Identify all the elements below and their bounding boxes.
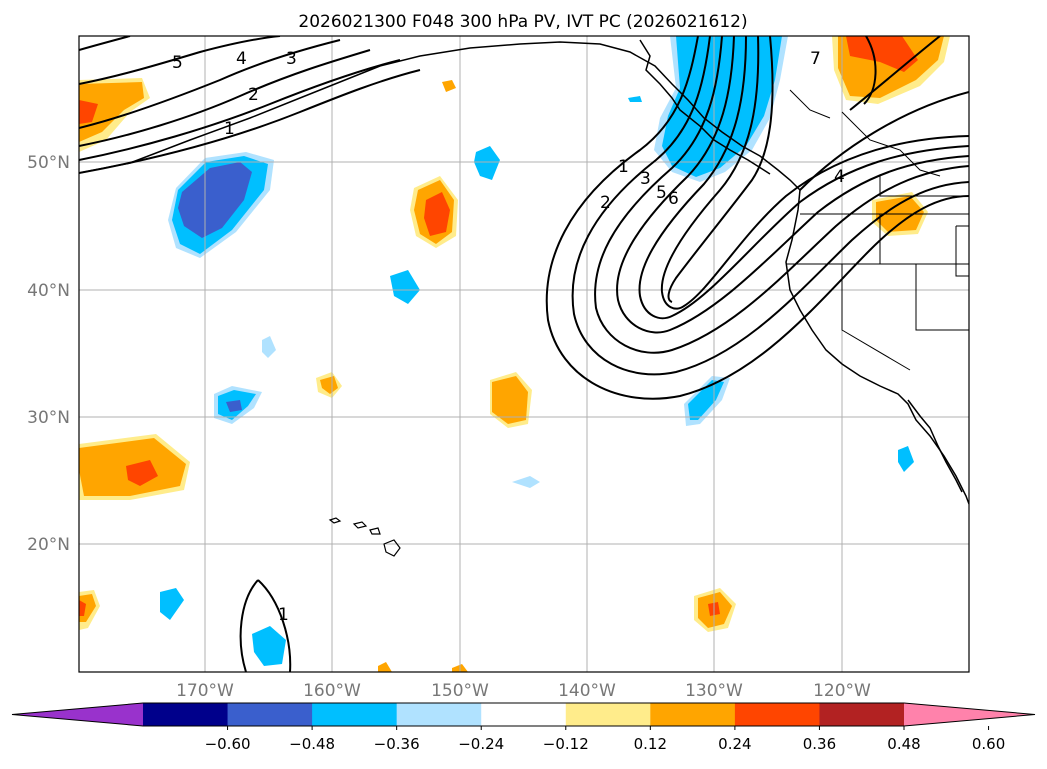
- colorbar-swatch: [734, 703, 820, 726]
- pv-positive-15n-130w: [694, 588, 736, 632]
- pv-negative-small-8: [160, 588, 184, 620]
- colorbar-tick-label: 0.12: [634, 735, 667, 753]
- lon-labels: 170°W 160°W 150°W 140°W 130°W 120°W: [176, 681, 871, 701]
- pv-positive-west-edge: [79, 78, 150, 152]
- colorbar-tick-label: −0.12: [543, 735, 589, 753]
- colorbar-swatch: [819, 703, 905, 726]
- lat-labels: 50°N 40°N 30°N 20°N: [27, 153, 70, 555]
- lon-label-120w: 120°W: [813, 681, 871, 701]
- lon-label-170w: 170°W: [176, 681, 234, 701]
- pv-positive-145w: [410, 176, 458, 248]
- contour-label: 1: [618, 157, 629, 177]
- pv-negative-small-3: [262, 336, 276, 358]
- lon-label-140w: 140°W: [558, 681, 616, 701]
- pv-negative-small-5: [684, 376, 730, 426]
- colorbar-tick-label: −0.48: [289, 735, 335, 753]
- pv-positive-small-1: [442, 80, 456, 92]
- colorbar-tick-label: 0.48: [887, 735, 920, 753]
- pv-positive-small-2: [316, 372, 342, 398]
- colorbar-swatch: [143, 703, 229, 726]
- contour-label: 4: [236, 49, 247, 69]
- lat-label-50n: 50°N: [27, 153, 70, 173]
- colorbar-swatch: [565, 703, 651, 726]
- colorbar-outline: [11, 702, 1036, 727]
- colorbar-tick-label: −0.60: [205, 735, 251, 753]
- colorbar-tick-label: −0.24: [458, 735, 504, 753]
- pv-positive-west-25n: [79, 434, 190, 500]
- colorbar-swatch: [396, 703, 482, 726]
- hawaii-islands: [328, 517, 401, 557]
- pv-negative-small-4: [214, 386, 262, 424]
- pv-negative-small-10: [628, 96, 642, 102]
- pv-negative-small-2: [390, 270, 420, 304]
- lat-label-20n: 20°N: [27, 535, 70, 555]
- contour-label: 4: [834, 167, 845, 187]
- colorbar-tick-label: −0.36: [374, 735, 420, 753]
- coastlines: [79, 39, 969, 505]
- lon-label-150w: 150°W: [431, 681, 489, 701]
- pv-shading: [79, 36, 950, 672]
- contour-labels: 5 4 3 2 1 1 2 3 5 6 7 4 1: [172, 49, 845, 625]
- contour-label: 6: [668, 189, 679, 209]
- colorbar-swatch: [650, 703, 736, 726]
- pv-negative-small-7: [898, 446, 914, 472]
- pv-positive-small-3: [378, 662, 392, 672]
- pv-negative-small-6: [512, 476, 540, 488]
- contour-label: 3: [286, 49, 297, 69]
- pv-negative-alaska: [654, 36, 788, 182]
- colorbar: −0.60 −0.48 −0.36 −0.24 −0.12 0.12 0.24 0.36 0.4…: [11, 702, 1036, 753]
- contour-label: 5: [172, 53, 183, 73]
- lon-label-160w: 160°W: [303, 681, 361, 701]
- gridlines: [79, 36, 969, 672]
- colorbar-tick-label: 0.24: [718, 735, 751, 753]
- map-panel: 5 4 3 2 1 1 2 3 5 6 7 4 1: [79, 36, 969, 672]
- contour-label: 3: [640, 169, 651, 189]
- colorbar-swatch: [481, 703, 567, 726]
- colorbar-tick-label: 0.60: [972, 735, 1005, 753]
- map-frame: [78, 35, 970, 673]
- lat-label-40n: 40°N: [27, 281, 70, 301]
- colorbar-tick-label: 0.36: [803, 735, 836, 753]
- map-title: 2026021300 F048 300 hPa PV, IVT PC (2026…: [298, 12, 747, 32]
- pv-negative-small-9: [252, 626, 286, 666]
- contour-label: 5: [656, 183, 667, 203]
- colorbar-extend-high: [904, 703, 1035, 726]
- contour-label: 2: [248, 85, 259, 105]
- ivt-contours: [79, 36, 969, 672]
- contour-label: 1: [278, 605, 289, 625]
- pv-negative-small-1: [474, 146, 500, 180]
- lat-label-30n: 30°N: [27, 408, 70, 428]
- pv-positive-15n-west: [79, 590, 100, 630]
- contour-label: 7: [810, 49, 821, 69]
- lon-label-130w: 130°W: [685, 681, 743, 701]
- pv-positive-subtropical: [490, 372, 532, 428]
- colorbar-extend-low: [12, 703, 143, 726]
- pv-negative-170w: [168, 152, 274, 258]
- contour-label: 1: [224, 119, 235, 139]
- contour-label: 2: [600, 193, 611, 213]
- colorbar-swatch: [312, 703, 398, 726]
- colorbar-swatch: [227, 703, 313, 726]
